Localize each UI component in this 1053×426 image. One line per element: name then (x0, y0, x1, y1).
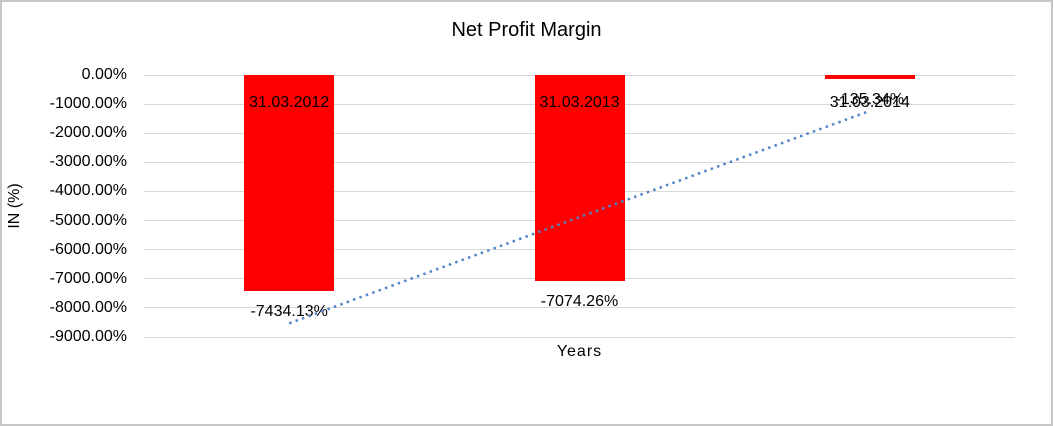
y-axis-tick-label: -4000.00% (49, 182, 127, 200)
y-axis-tick-label: -1000.00% (49, 95, 127, 113)
data-label[interactable]: -135.34% (835, 90, 905, 108)
data-label[interactable]: -7434.13% (250, 303, 328, 321)
y-axis-tick-label: -2000.00% (49, 124, 127, 142)
category-label: 31.03.2012 (249, 94, 330, 111)
y-axis-tick-label: -9000.00% (49, 328, 127, 345)
category-label: 31.03.2014 (829, 94, 910, 111)
y-axis-tick-label: -3000.00% (49, 153, 127, 171)
data-label[interactable]: -7074.26% (540, 292, 619, 310)
y-axis-tick-label: -7000.00% (49, 269, 127, 287)
category-label: 31.03.2013 (539, 94, 620, 111)
gridline (144, 336, 1015, 338)
chart-title[interactable]: Net Profit Margin (451, 19, 602, 41)
y-axis-tick-label: -6000.00% (49, 240, 127, 258)
y-axis-tick-label: -8000.00% (49, 298, 127, 316)
x-axis-title[interactable]: Years (556, 343, 603, 360)
y-axis-tick-label: 0.00% (81, 66, 127, 83)
bar-31-03-2014[interactable] (824, 75, 915, 79)
y-axis-tick-label: -5000.00% (49, 211, 127, 229)
